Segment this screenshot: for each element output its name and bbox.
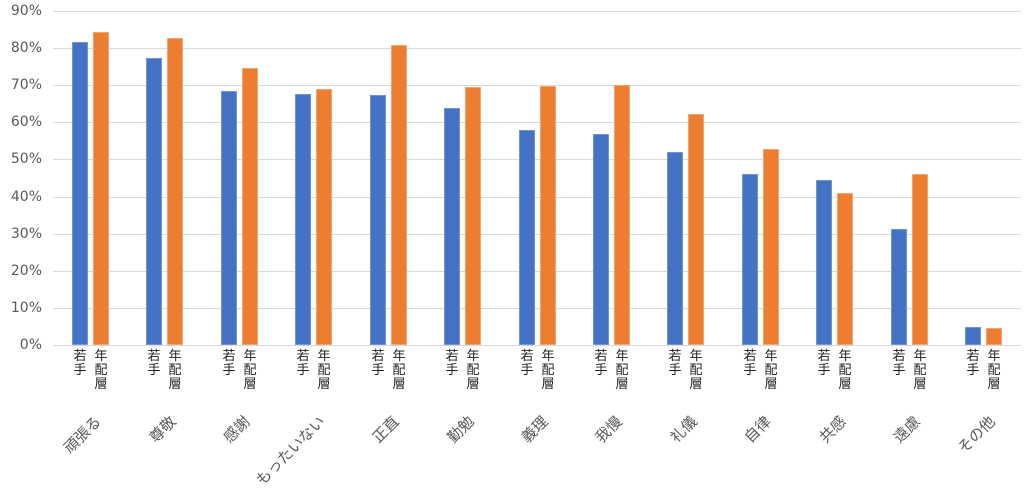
series-label: 若手 <box>743 349 757 378</box>
series-label: 年配層 <box>615 349 629 392</box>
y-tick-label: 40% <box>10 188 42 205</box>
gridline <box>53 234 1021 235</box>
series-label: 年配層 <box>987 349 1001 392</box>
series-label: 年配層 <box>466 349 480 392</box>
series-label: 若手 <box>668 349 682 378</box>
gridline <box>53 271 1021 272</box>
gridline <box>53 122 1021 123</box>
y-tick-label: 70% <box>10 77 42 94</box>
series-label: 年配層 <box>317 349 331 392</box>
bar-elder <box>242 68 258 345</box>
series-label: 若手 <box>966 349 980 378</box>
y-tick-label: 10% <box>10 299 42 316</box>
category-label: その他 <box>954 412 999 458</box>
series-label: 若手 <box>520 349 534 378</box>
series-label: 年配層 <box>392 349 406 392</box>
y-tick-label: 90% <box>10 3 42 19</box>
category-label: 頑張る <box>60 412 105 458</box>
y-tick-label: 30% <box>10 225 42 242</box>
category-label: 感謝 <box>219 412 254 447</box>
series-label: 若手 <box>445 349 459 378</box>
bar-elder <box>837 193 853 345</box>
category-label: 尊敬 <box>145 412 180 447</box>
gridline <box>53 11 1021 12</box>
y-tick-label: 60% <box>10 114 42 131</box>
series-label: 年配層 <box>168 349 182 392</box>
category-label: 勤勉 <box>443 412 478 447</box>
bar-young <box>370 95 386 345</box>
category-label: 遠慮 <box>889 412 924 447</box>
series-label: 年配層 <box>689 349 703 392</box>
series-label: 年配層 <box>838 349 852 392</box>
series-label: 若手 <box>73 349 87 378</box>
bar-elder <box>167 38 183 345</box>
bar-elder <box>912 174 928 345</box>
bar-young <box>891 229 907 345</box>
category-label: もったいない <box>252 412 329 489</box>
bar-elder <box>316 89 332 345</box>
bar-elder <box>986 328 1002 345</box>
series-label: 若手 <box>817 349 831 378</box>
series-label: 若手 <box>296 349 310 378</box>
bar-elder <box>465 87 481 345</box>
category-label: 自律 <box>740 412 775 447</box>
bar-young <box>816 180 832 345</box>
series-label: 年配層 <box>94 349 108 392</box>
gridline <box>53 308 1021 309</box>
series-label: 年配層 <box>913 349 927 392</box>
gridline <box>53 159 1021 160</box>
bar-elder <box>763 149 779 345</box>
bar-elder <box>391 45 407 345</box>
bar-young <box>295 94 311 345</box>
bar-elder <box>688 114 704 345</box>
series-label: 年配層 <box>541 349 555 392</box>
bar-young <box>221 91 237 345</box>
y-tick-label: 20% <box>10 262 42 279</box>
bar-elder <box>93 32 109 345</box>
series-label: 若手 <box>594 349 608 378</box>
bar-young <box>519 130 535 345</box>
bar-young <box>742 174 758 345</box>
category-label: 礼儀 <box>666 412 701 447</box>
series-label: 若手 <box>371 349 385 378</box>
bar-elder <box>540 86 556 345</box>
series-label: 若手 <box>892 349 906 378</box>
series-label: 若手 <box>147 349 161 378</box>
category-label: 義理 <box>517 412 552 447</box>
x-axis-line <box>53 345 1021 346</box>
series-label: 年配層 <box>243 349 257 392</box>
bar-young <box>72 42 88 345</box>
category-label: 正直 <box>368 412 403 447</box>
y-tick-label: 0% <box>19 337 42 353</box>
category-label: 共感 <box>815 412 850 447</box>
category-label: 我慢 <box>591 412 626 447</box>
bar-young <box>593 134 609 345</box>
bar-young <box>444 108 460 345</box>
y-tick-label: 50% <box>10 151 42 168</box>
gridline <box>53 197 1021 198</box>
gridline <box>53 48 1021 49</box>
series-label: 年配層 <box>764 349 778 392</box>
bar-young <box>146 58 162 345</box>
y-tick-label: 80% <box>10 40 42 57</box>
bar-young <box>965 327 981 345</box>
bar-young <box>667 152 683 345</box>
bar-elder <box>614 85 630 345</box>
series-label: 若手 <box>222 349 236 378</box>
gridline <box>53 85 1021 86</box>
